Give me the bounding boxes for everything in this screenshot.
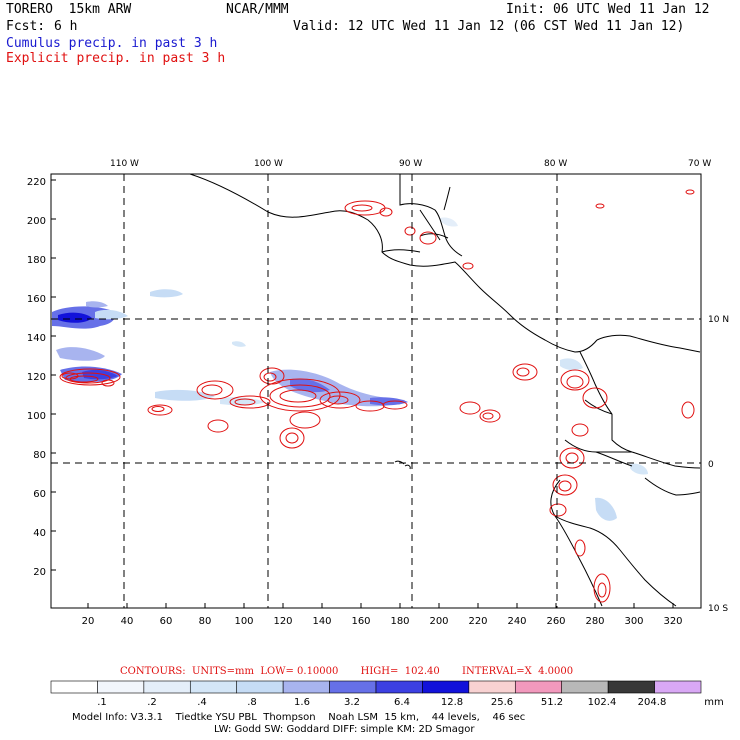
lon-label-110w: 110 W <box>110 159 139 169</box>
legend-label: 204.8 <box>638 697 667 708</box>
y-tick-label: 100 <box>27 411 46 422</box>
y-tick-label: 40 <box>33 528 46 539</box>
legend-label: 25.6 <box>491 697 513 708</box>
legend-swatch <box>282 680 330 694</box>
legend-label: .8 <box>247 697 257 708</box>
explicit-precip-contours <box>59 189 695 603</box>
x-tick-label: 260 <box>546 616 565 627</box>
y-tick-label: 180 <box>27 255 46 266</box>
legend-label: .2 <box>147 697 157 708</box>
legend-label: .4 <box>197 697 207 708</box>
legend-swatch <box>561 680 609 694</box>
legend-swatch <box>97 680 145 694</box>
x-tick-label: 80 <box>199 616 212 627</box>
y-tick-label: 120 <box>27 372 46 383</box>
x-tick-label: 280 <box>585 616 604 627</box>
x-tick-label: 240 <box>507 616 526 627</box>
coastlines <box>189 174 701 607</box>
model-info-line1: Model Info: V3.3.1 Tiedtke YSU PBL Thomp… <box>72 712 526 723</box>
legend-swatch <box>189 680 238 694</box>
contour-info: CONTOURS: UNITS=mm LOW= 0.10000 HIGH= 10… <box>120 666 574 677</box>
lat-label-10s: 10 S <box>708 604 728 614</box>
legend-label: 12.8 <box>441 697 463 708</box>
legend-label: .1 <box>97 697 107 708</box>
cumulus-precip-shading <box>52 217 648 521</box>
x-tick-label: 320 <box>663 616 682 627</box>
x-tick-label: 180 <box>390 616 409 627</box>
legend-label: 3.2 <box>344 697 360 708</box>
lon-label-80w: 80 W <box>544 159 567 169</box>
valid-time: Valid: 12 UTC Wed 11 Jan 12 (06 CST Wed … <box>293 19 685 34</box>
color-legend <box>50 680 702 694</box>
legend-unit: mm <box>704 697 723 708</box>
lon-label-100w: 100 W <box>254 159 283 169</box>
lat-label-0: 0 <box>708 460 714 470</box>
legend-swatch <box>654 680 702 694</box>
x-tick-label: 100 <box>234 616 253 627</box>
legend-swatch <box>514 680 563 694</box>
y-tick-label: 80 <box>33 450 46 461</box>
lon-label-90w: 90 W <box>399 159 422 169</box>
legend-label: 1.6 <box>294 697 310 708</box>
x-tick-label: 300 <box>624 616 643 627</box>
legend-label: 6.4 <box>394 697 410 708</box>
x-tick-label: 200 <box>429 616 448 627</box>
legend-swatch <box>329 680 377 694</box>
y-tick-label: 220 <box>27 177 46 188</box>
tick-marks <box>51 179 674 608</box>
y-tick-label: 140 <box>27 333 46 344</box>
forecast-hour: 6 h <box>54 19 78 34</box>
legend-label: 51.2 <box>541 697 563 708</box>
legend-swatch <box>143 680 191 694</box>
y-tick-label: 20 <box>33 567 46 578</box>
org-label: NCAR/MMM <box>226 2 289 17</box>
init-time: Init: 06 UTC Wed 11 Jan 12 <box>506 2 710 17</box>
lon-label-70w: 70 W <box>688 159 711 169</box>
model-title: TORERO 15km ARW <box>6 2 132 17</box>
forecast-label: Fcst: <box>6 19 46 34</box>
legend-swatch <box>375 680 423 694</box>
legend-swatch <box>468 680 516 694</box>
y-tick-label: 160 <box>27 294 46 305</box>
field-explicit-label: Explicit precip. in past 3 h <box>6 51 226 66</box>
legend-swatch <box>236 680 284 694</box>
x-tick-label: 220 <box>468 616 487 627</box>
x-tick-label: 120 <box>273 616 292 627</box>
y-tick-label: 200 <box>27 216 46 227</box>
legend-swatch <box>422 680 470 694</box>
model-info-line2: LW: Godd SW: Goddard DIFF: simple KM: 2D… <box>214 724 475 735</box>
x-tick-label: 40 <box>121 616 134 627</box>
x-tick-label: 160 <box>351 616 370 627</box>
y-tick-label: 60 <box>33 489 46 500</box>
map-frame <box>50 173 702 609</box>
x-tick-label: 60 <box>160 616 173 627</box>
legend-swatch <box>607 680 655 694</box>
field-cumulus-label: Cumulus precip. in past 3 h <box>6 36 218 51</box>
graticule <box>51 174 701 608</box>
lat-label-10n: 10 N <box>708 315 729 325</box>
legend-label: 102.4 <box>588 697 617 708</box>
x-tick-label: 20 <box>82 616 95 627</box>
x-tick-label: 140 <box>312 616 331 627</box>
legend-swatch <box>50 680 98 694</box>
